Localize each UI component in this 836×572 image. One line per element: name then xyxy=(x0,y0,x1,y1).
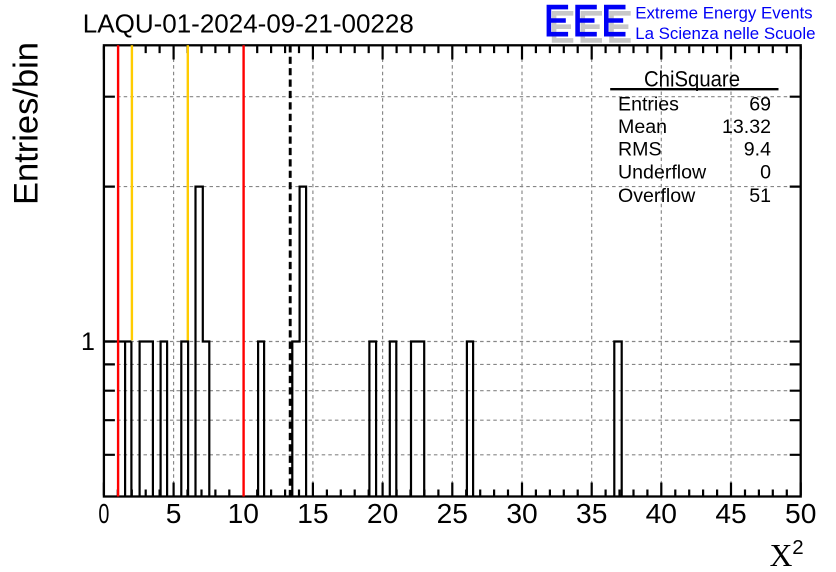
svg-text:10: 10 xyxy=(228,497,259,529)
svg-text:Mean: Mean xyxy=(618,116,667,138)
svg-text:50: 50 xyxy=(785,497,816,529)
svg-text:0: 0 xyxy=(98,497,109,529)
svg-text:51: 51 xyxy=(749,185,771,207)
svg-text:X: X xyxy=(770,538,793,572)
svg-text:Underflow: Underflow xyxy=(618,162,707,184)
svg-text:15: 15 xyxy=(297,497,328,529)
svg-text:Entries: Entries xyxy=(618,94,679,116)
svg-text:13.32: 13.32 xyxy=(722,116,771,138)
svg-text:9.4: 9.4 xyxy=(744,139,771,161)
svg-text:RMS: RMS xyxy=(618,139,662,161)
svg-text:La Scienza nelle Scuole: La Scienza nelle Scuole xyxy=(635,24,815,43)
svg-text:1: 1 xyxy=(81,328,95,356)
svg-text:Extreme Energy Events: Extreme Energy Events xyxy=(635,3,812,22)
svg-text:0: 0 xyxy=(760,162,771,184)
svg-text:20: 20 xyxy=(367,497,398,529)
svg-text:ChiSquare: ChiSquare xyxy=(644,67,740,92)
svg-text:40: 40 xyxy=(646,497,677,529)
svg-text:30: 30 xyxy=(506,497,537,529)
svg-text:Overflow: Overflow xyxy=(618,185,696,207)
svg-text:5: 5 xyxy=(166,497,182,529)
svg-text:2: 2 xyxy=(792,536,803,559)
svg-text:69: 69 xyxy=(749,94,771,116)
svg-text:25: 25 xyxy=(437,497,468,529)
svg-text:35: 35 xyxy=(576,497,607,529)
svg-text:45: 45 xyxy=(715,497,746,529)
svg-text:Entries/bin: Entries/bin xyxy=(7,42,45,205)
svg-text:LAQU-01-2024-09-21-00228: LAQU-01-2024-09-21-00228 xyxy=(83,8,414,38)
